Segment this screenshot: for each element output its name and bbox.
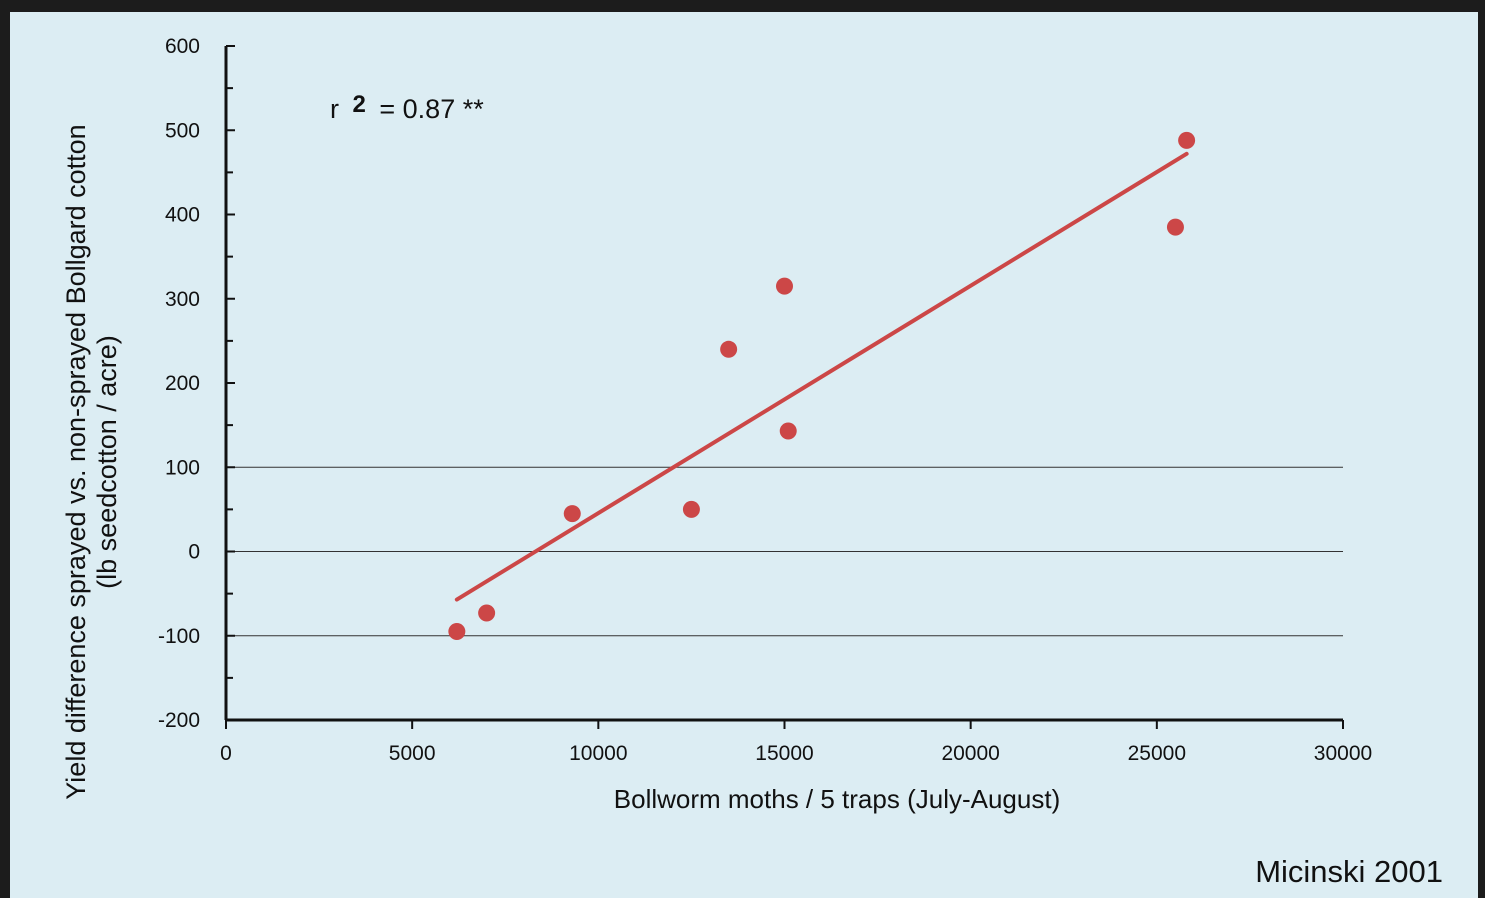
y-tick-label: 300 bbox=[165, 288, 200, 311]
data-point bbox=[563, 505, 581, 523]
annotation-superscript: 2 bbox=[353, 91, 366, 118]
y-ticks: 600 500 400 300 200 100 0 -100 -200 bbox=[158, 35, 235, 732]
x-tick-label: 10000 bbox=[569, 742, 627, 765]
y-axis-label-line1: Yield difference sprayed vs. non-sprayed… bbox=[61, 124, 91, 800]
x-tick-label: 30000 bbox=[1314, 742, 1372, 765]
data-point bbox=[448, 623, 466, 641]
x-tick-label: 5000 bbox=[389, 742, 436, 765]
y-tick-label: 100 bbox=[165, 456, 200, 479]
scatter-chart: 0 5000 10000 15000 20000 25000 30000 600 500 400… bbox=[158, 35, 1372, 814]
y-tick-label: 200 bbox=[165, 372, 200, 395]
y-tick-label: 400 bbox=[165, 204, 200, 227]
x-ticks: 0 5000 10000 15000 20000 25000 30000 bbox=[220, 720, 1372, 765]
chart-panel: 0 5000 10000 15000 20000 25000 30000 600 500 400… bbox=[10, 12, 1478, 898]
y-tick-label: 500 bbox=[165, 119, 200, 142]
data-point bbox=[1178, 131, 1196, 149]
y-tick-label: -100 bbox=[158, 625, 200, 648]
data-point bbox=[478, 604, 496, 622]
data-point bbox=[779, 422, 797, 440]
data-points bbox=[448, 131, 1196, 641]
r-squared-annotation: r 2 = 0.87 ** bbox=[330, 88, 484, 124]
trendline-group bbox=[454, 151, 1189, 602]
y-axis-label: Yield difference sprayed vs. non-sprayed… bbox=[61, 124, 123, 799]
data-point bbox=[682, 500, 700, 518]
data-point bbox=[1166, 218, 1184, 236]
trendline bbox=[454, 151, 1189, 602]
x-tick-label: 25000 bbox=[1128, 742, 1186, 765]
annotation-value: = 0.87 ** bbox=[379, 94, 484, 124]
x-tick-label: 15000 bbox=[755, 742, 813, 765]
source-citation: Micinski 2001 bbox=[1255, 854, 1443, 889]
y-tick-label: -200 bbox=[158, 709, 200, 732]
reference-lines bbox=[226, 466, 1343, 637]
annotation-prefix: r bbox=[330, 94, 339, 124]
x-tick-label: 20000 bbox=[941, 742, 999, 765]
data-point bbox=[776, 277, 793, 295]
y-tick-label: 0 bbox=[188, 541, 200, 564]
x-axis-label: Bollworm moths / 5 traps (July-August) bbox=[614, 784, 1060, 814]
data-point bbox=[720, 340, 738, 358]
x-tick-label: 0 bbox=[220, 742, 232, 765]
axes bbox=[224, 46, 1343, 722]
y-axis-label-line2: (lb seedcotton / acre) bbox=[92, 335, 122, 589]
y-tick-label: 600 bbox=[165, 35, 200, 58]
